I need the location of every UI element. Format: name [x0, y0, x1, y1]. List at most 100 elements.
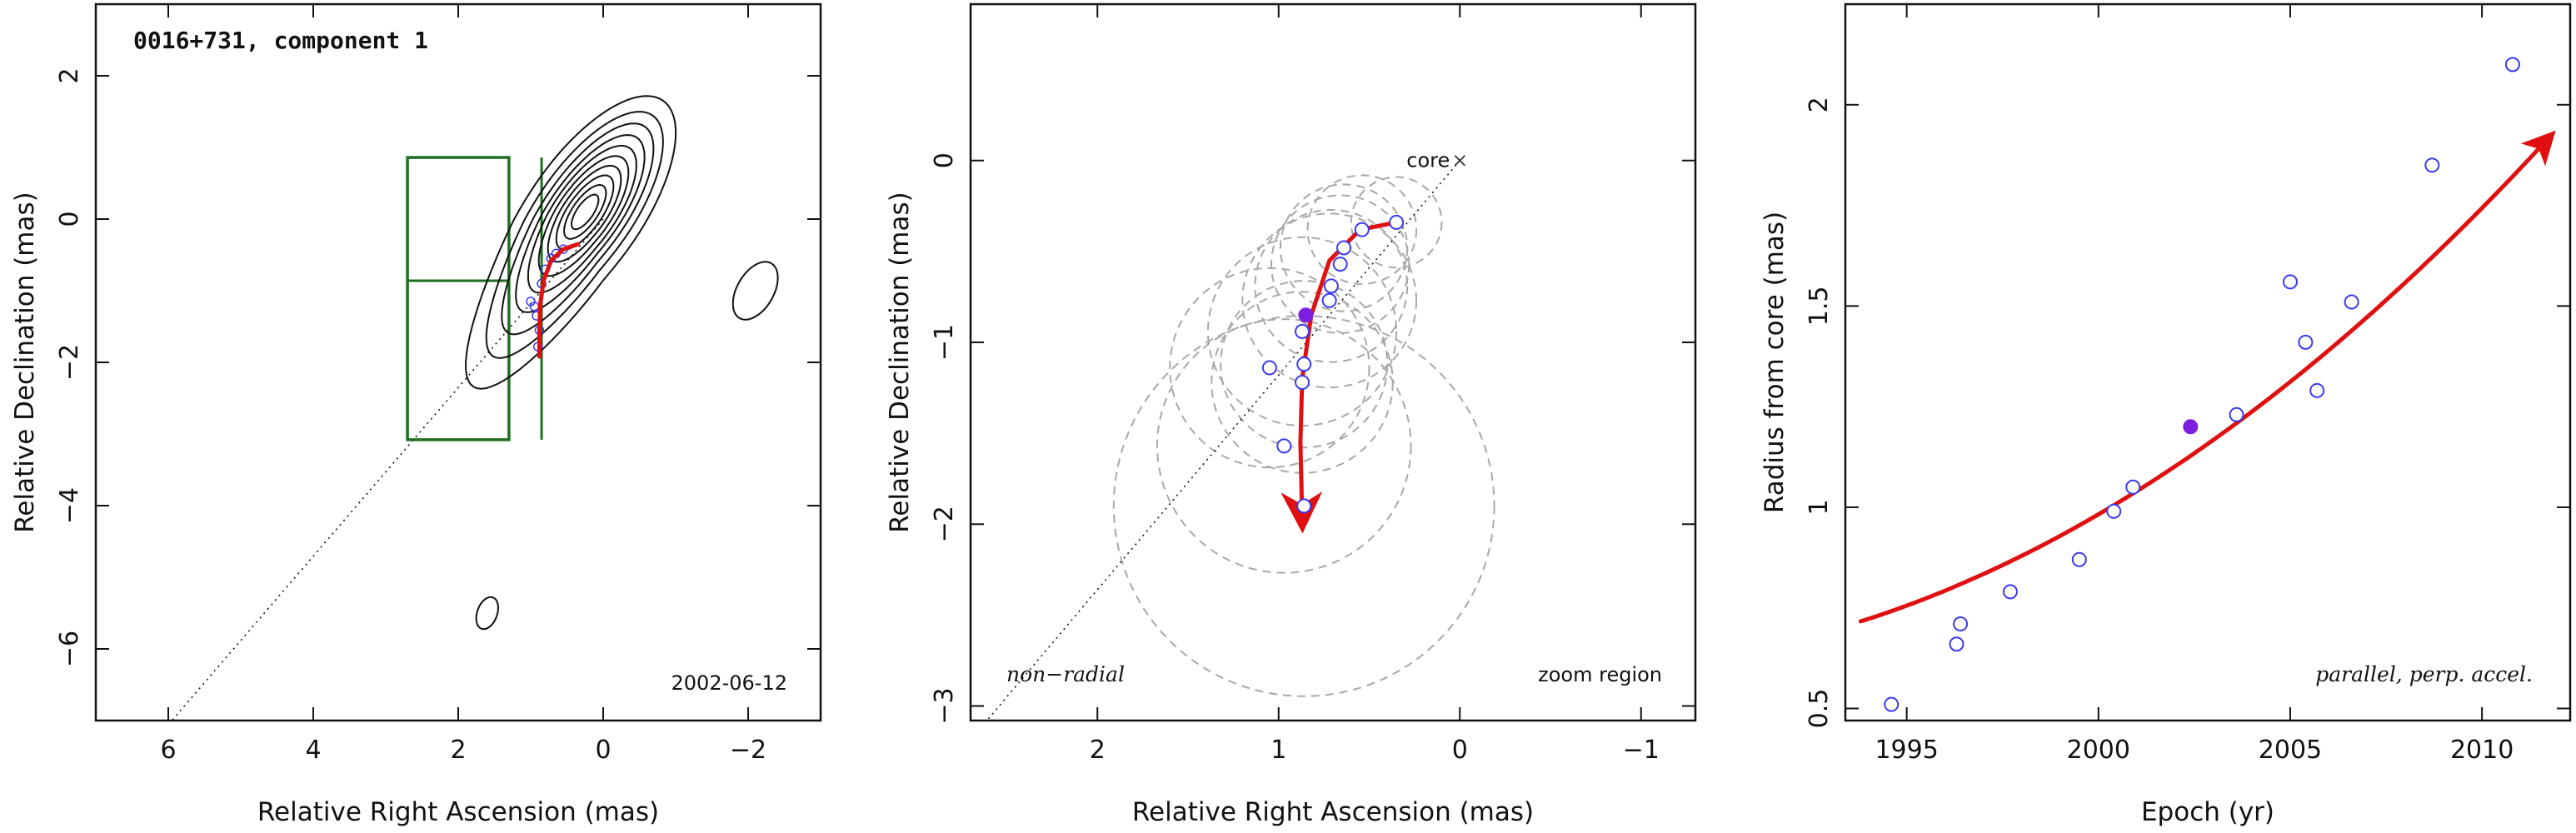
data-point [2424, 157, 2440, 173]
data-point [1295, 375, 1310, 391]
panel2-ticks: 2 1 0 −1 0 −1 −2 −3 [930, 4, 1695, 765]
data-point [2504, 57, 2520, 72]
data-point [1336, 240, 1352, 256]
panel2-clipped-layer [986, 160, 1495, 721]
data-point [2298, 334, 2314, 350]
core-marker-icon [1454, 155, 1465, 167]
error-circle [1271, 194, 1410, 334]
p1-ytick-label: 0 [55, 211, 84, 227]
data-point [1949, 636, 1964, 652]
contour-isolated-south [475, 596, 499, 631]
data-point [1389, 214, 1405, 230]
p1-xtick-label: 4 [305, 736, 321, 765]
panel1-x-axis-label: Relative Right Ascension (mas) [257, 797, 659, 827]
contour-level [485, 111, 664, 359]
contour-level [527, 144, 637, 294]
contour-level [571, 193, 600, 231]
p3-xtick-label: 2000 [2067, 736, 2130, 765]
data-point [1884, 696, 1900, 712]
data-point [1332, 257, 1348, 272]
panel3-plot-area [1858, 57, 2556, 712]
panel-contour-map: 0016+731, component 1 2002-06-12 Relativ… [10, 2, 822, 827]
data-point [1296, 498, 1312, 514]
p2-xtick-label: 1 [1271, 736, 1286, 765]
error-circle [1254, 208, 1409, 363]
p2-ytick-label: −1 [930, 324, 959, 361]
zoom-box [406, 156, 511, 441]
error-circle [1241, 212, 1418, 389]
panel2-y-axis-label: Relative Declination (mas) [885, 192, 915, 533]
data-point [1296, 357, 1312, 372]
contour-level [563, 183, 607, 240]
data-point [2344, 294, 2359, 310]
radial-dotted-line [171, 218, 604, 721]
error-circle [1220, 280, 1389, 449]
contour-level [555, 174, 615, 251]
p1-xtick-label: 6 [160, 736, 176, 765]
p3-xtick-label: 2010 [2450, 736, 2514, 765]
panel1-date-label: 2002-06-12 [671, 671, 787, 695]
error-circle [1156, 318, 1412, 574]
panel1-title: 0016+731, component 1 [133, 27, 428, 54]
data-point [2002, 584, 2018, 600]
radial-dotted-line [986, 160, 1460, 721]
p1-ytick-label: −4 [55, 487, 84, 524]
core-label: core [1406, 149, 1450, 172]
panel1-frame [94, 2, 822, 722]
p3-ytick-label: 2 [1805, 97, 1834, 112]
panel1-y-axis-label: Relative Declination (mas) [10, 192, 40, 533]
p1-xtick-label: 0 [595, 736, 611, 765]
data-point [1354, 222, 1370, 237]
panel2-annotation-zoom-region: zoom region [1538, 663, 1662, 686]
data-point [2106, 503, 2122, 519]
panel-radius-vs-epoch: parallel, perp. accel. Epoch (yr) Radius… [1760, 2, 2572, 827]
data-point [1295, 323, 1310, 339]
contour-level [515, 134, 646, 313]
panel3-annotation: parallel, perp. accel. [2315, 662, 2533, 686]
p2-ytick-label: −2 [930, 506, 959, 542]
panel3-ticks: 1995 2000 2005 2010 0.5 1 1.5 2 [1805, 4, 2570, 765]
data-point [1276, 438, 1292, 454]
highlight-point [1298, 307, 1314, 323]
panel1-plot-area [171, 95, 779, 721]
p3-xtick-label: 2005 [2259, 736, 2322, 765]
panel2-frame [969, 2, 1697, 722]
panel3-frame [1844, 2, 2572, 722]
p3-ytick-label: 1 [1805, 499, 1834, 515]
p2-ytick-label: 0 [930, 152, 959, 168]
contour-isolated-east [731, 261, 779, 321]
panel2-plot-area: core [986, 149, 1495, 721]
data-point [1953, 616, 1969, 632]
p1-xtick-label: 2 [450, 736, 466, 765]
p2-xtick-label: −1 [1623, 736, 1660, 765]
p1-xtick-label: −2 [730, 736, 766, 765]
data-point [1321, 292, 1337, 308]
p2-ytick-label: −3 [930, 687, 959, 724]
p3-ytick-label: 1.5 [1805, 287, 1834, 327]
data-point [2125, 479, 2141, 495]
contour-level [501, 122, 655, 336]
panel1-ticks: 6 4 2 0 −2 2 0 −2 −4 −6 [55, 4, 821, 765]
p2-xtick-label: 2 [1090, 736, 1106, 765]
contour-level [465, 95, 677, 390]
highlight-point [2183, 419, 2199, 435]
data-point [2309, 382, 2325, 398]
panel-zoom-region: non−radial zoom region Relative Right As… [885, 2, 1697, 827]
panel2-x-axis-label: Relative Right Ascension (mas) [1132, 797, 1534, 827]
error-circle [1306, 174, 1418, 285]
panel2-annotation-non-radial: non−radial [1006, 662, 1125, 686]
data-point [1323, 278, 1339, 294]
p1-ytick-label: 2 [55, 67, 84, 83]
p2-xtick-label: 0 [1452, 736, 1468, 765]
p3-xtick-label: 1995 [1875, 736, 1938, 765]
data-point [1261, 360, 1277, 376]
panel3-x-axis-label: Epoch (yr) [2141, 797, 2274, 827]
fit-curve [1858, 130, 2556, 624]
error-circle [1350, 176, 1443, 269]
data-point [2282, 274, 2298, 290]
contour-level [537, 155, 630, 277]
p1-ytick-label: −2 [55, 344, 84, 381]
p3-ytick-label: 0.5 [1805, 689, 1834, 729]
panel3-y-axis-label: Radius from core (mas) [1760, 212, 1790, 513]
